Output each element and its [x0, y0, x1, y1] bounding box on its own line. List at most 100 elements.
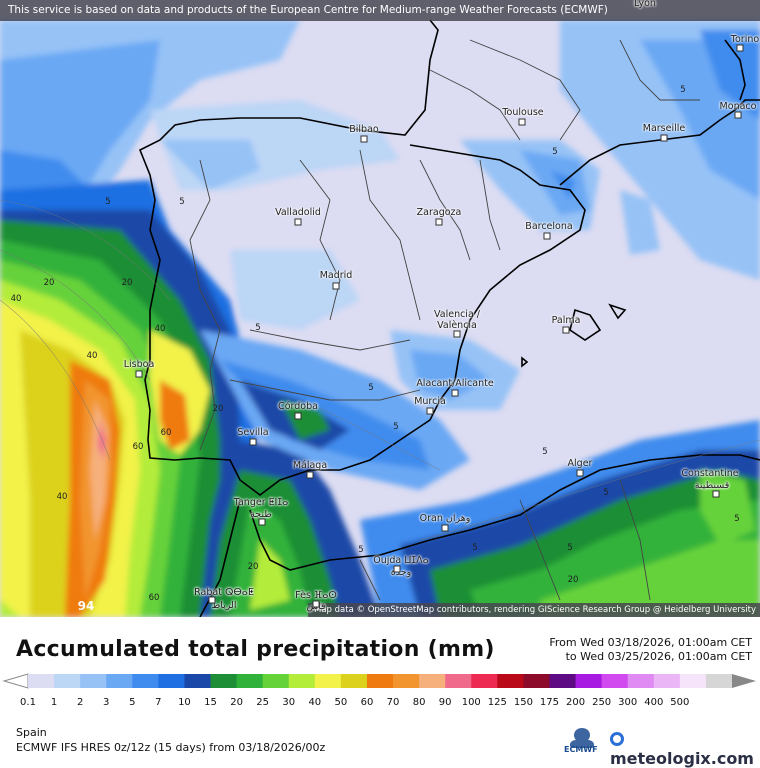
city-dot-valladolid [294, 218, 302, 226]
scale-swatch [705, 674, 733, 688]
city-dot-rabat [208, 596, 216, 604]
city-dot-fes [312, 600, 320, 608]
city-dot-marseille [660, 134, 668, 142]
city-torino: Torino [730, 34, 760, 45]
scale-swatch [471, 674, 498, 688]
city-dot-constantine [712, 490, 720, 498]
city-fes: Fès ⴼⴰⵙ [295, 590, 337, 601]
scale-tick-label: 175 [539, 697, 560, 708]
brand-mark-icon [610, 732, 624, 746]
brand-logo[interactable]: meteologix.com [610, 730, 760, 768]
city-constantine-ar: قسنطينة [694, 480, 730, 491]
contour-label: 5 [734, 514, 740, 524]
isohyets [0, 199, 760, 541]
city-dot-barcelona [543, 232, 551, 240]
scale-tick-label: 70 [386, 697, 400, 708]
ecmwf-logo-icon [569, 728, 595, 748]
contour-label: 20 [212, 404, 224, 414]
scale-tick-label: 25 [256, 697, 270, 708]
city-murcia: Murcia [414, 396, 446, 407]
scale-swatch [679, 674, 707, 688]
contour-label: 40 [10, 294, 22, 304]
city-monaco: Monaco [719, 101, 757, 112]
scale-tick-label: 20 [230, 697, 243, 708]
contour-label: 20 [567, 575, 579, 585]
city-lyon: Lyon [634, 0, 656, 9]
scale-swatch [366, 674, 394, 688]
city-dot-oran [441, 524, 449, 532]
city-tanger-ar: طنجة [250, 509, 272, 520]
city-malaga: Málaga [292, 460, 328, 471]
scale-swatch [601, 674, 629, 688]
city-oujda: Oujda ⵡⵊⴷⴰ [373, 555, 429, 566]
period-from: From Wed 03/18/2026, 01:00am CET [549, 636, 752, 649]
scale-arrow-left [2, 673, 29, 689]
city-barcelona: Barcelona [525, 221, 573, 232]
contour-label: 20 [247, 562, 259, 572]
city-palma: Palma [551, 315, 581, 326]
scale-swatch [132, 674, 159, 688]
city-dot-sevilla [249, 438, 257, 446]
scale-tick-label: 15 [204, 697, 217, 708]
scale-swatch [262, 674, 290, 688]
contour-label: 60 [132, 442, 144, 452]
city-dot-tanger [258, 518, 266, 526]
city-dot-malaga [306, 471, 314, 479]
contour-label: 5 [472, 543, 478, 553]
scale-swatch [28, 674, 55, 688]
city-valencia: Valencia / València [434, 309, 480, 331]
scale-tick-label: 300 [618, 697, 638, 708]
contour-label: 5 [542, 447, 548, 457]
precipitation-map[interactable]: This service is based on data and produc… [0, 0, 760, 617]
contour-label: 5 [393, 422, 399, 432]
scale-tick-label: 400 [644, 697, 664, 708]
scale-swatch [393, 674, 420, 688]
legend-title: Accumulated total precipitation (mm) [16, 637, 495, 662]
scale-swatch [80, 674, 107, 688]
scale-swatch [653, 674, 681, 688]
scale-tick-label: 150 [513, 697, 533, 708]
scale-tick-label: 0.1 [20, 697, 36, 708]
city-dot-madrid [332, 282, 340, 290]
scale-swatch [523, 674, 550, 688]
map-attribution: Map data © OpenStreetMap contributors, r… [308, 603, 760, 617]
city-dot-alger [576, 469, 584, 477]
city-bilbao: Bilbao [349, 124, 379, 135]
city-dot-lisboa [135, 370, 143, 378]
scale-swatch [158, 674, 185, 688]
scale-swatch [575, 674, 603, 688]
scale-arrow-right [732, 674, 756, 688]
scale-swatch [549, 674, 577, 688]
scale-tick-label: 100 [461, 697, 481, 708]
contour-label: 40 [56, 492, 68, 502]
contour-label: 60 [160, 428, 172, 438]
scale-swatch [497, 674, 524, 688]
contour-label: 5 [680, 85, 686, 95]
city-cordoba: Córdoba [278, 401, 318, 412]
city-madrid: Madrid [319, 270, 353, 281]
scale-swatch [445, 674, 472, 688]
scale-swatch [288, 674, 316, 688]
city-rabat: Rabat ⵕⴱⴰⵟ [194, 587, 254, 598]
scale-tick-label: 200 [566, 697, 586, 708]
scale-tick-label: 250 [592, 697, 612, 708]
city-alger: Alger [567, 458, 593, 469]
scale-swatch [419, 674, 446, 688]
map-canvas [0, 0, 760, 617]
city-lisboa: Lisboa [123, 359, 155, 370]
scale-tick-label: 2 [76, 697, 84, 708]
city-oran: Oran وهران [419, 513, 471, 524]
city-marseille: Marseille [642, 123, 686, 134]
period-to: to Wed 03/25/2026, 01:00am CET [565, 650, 752, 663]
scale-swatch [314, 674, 342, 688]
city-dot-toulouse [518, 118, 526, 126]
scale-swatch [54, 674, 81, 688]
contour-label: 40 [86, 351, 98, 361]
contour-max-label: 94 [77, 599, 95, 613]
ecmwf-logo-text: ECMWF [564, 745, 598, 754]
contour-label: 5 [358, 545, 364, 555]
scale-swatch [184, 674, 212, 688]
city-dot-oujda [393, 565, 401, 573]
city-dot-monaco [734, 111, 742, 119]
scale-tick-label: 80 [412, 697, 426, 708]
